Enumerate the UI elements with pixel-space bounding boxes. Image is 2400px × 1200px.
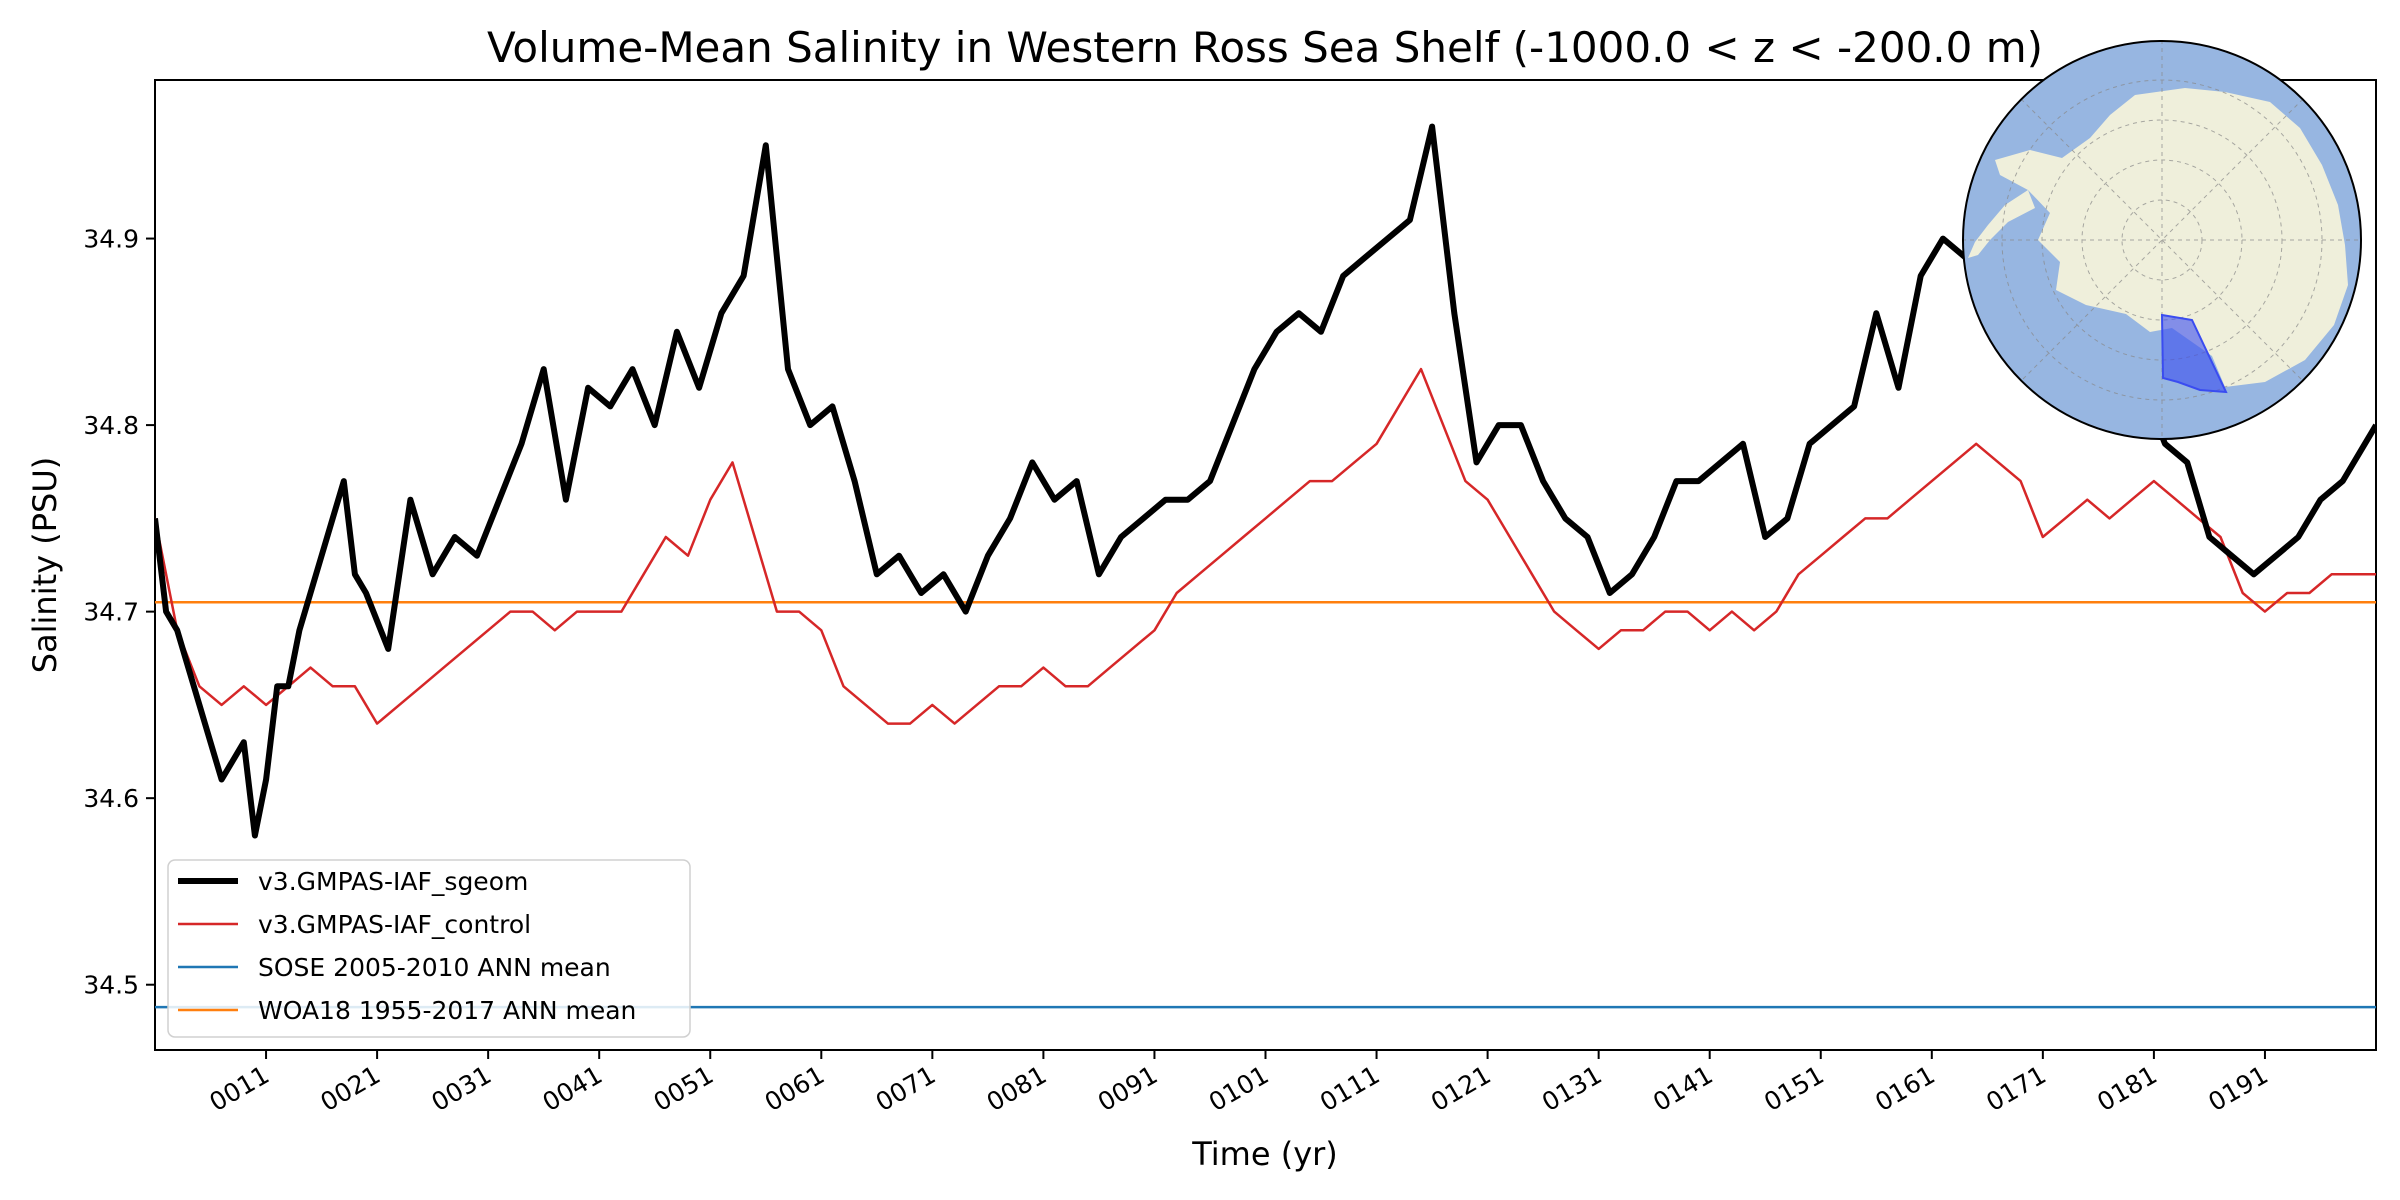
y-tick-label: 34.6: [83, 784, 139, 813]
x-tick-label: 0091: [1093, 1060, 1163, 1117]
legend-box: [167, 859, 691, 1038]
series-line-control: [155, 367, 2376, 725]
antarctic-peninsula: [1968, 190, 2035, 258]
x-tick-label: 0141: [1648, 1060, 1718, 1117]
x-tick-label: 0081: [982, 1060, 1052, 1117]
y-axis-label: Salinity (PSU): [26, 457, 64, 674]
x-axis-label: Time (yr): [1191, 1135, 1338, 1173]
x-tick-label: 0161: [1870, 1060, 1940, 1117]
y-tick-label: 34.8: [83, 411, 139, 440]
x-tick-label: 0041: [538, 1060, 608, 1117]
x-tick-label: 0191: [2203, 1060, 2273, 1117]
antarctica-landmass: [1995, 88, 2348, 387]
x-tick-label: 0151: [1759, 1060, 1829, 1117]
y-tick-label: 34.7: [83, 598, 139, 627]
x-tick-label: 0011: [204, 1060, 274, 1117]
y-tick-label: 34.9: [83, 225, 139, 254]
legend-label-woa18: WOA18 1955-2017 ANN mean: [258, 996, 636, 1025]
legend-label-sose: SOSE 2005-2010 ANN mean: [258, 953, 611, 982]
antarctica-inset-map: [1962, 40, 2362, 440]
x-tick-label: 0051: [649, 1060, 719, 1117]
western-ross-sea-region: [2160, 313, 2228, 394]
x-tick-label: 0071: [871, 1060, 941, 1117]
x-tick-label: 0111: [1315, 1060, 1385, 1117]
x-tick-label: 0031: [427, 1060, 497, 1117]
y-tick-label: 34.5: [83, 971, 139, 1000]
x-tick-label: 0171: [1981, 1060, 2051, 1117]
legend-label-sgeom: v3.GMPAS-IAF_sgeom: [258, 867, 528, 896]
x-tick-label: 0181: [2092, 1060, 2162, 1117]
x-tick-label: 0131: [1537, 1060, 1607, 1117]
chart-title: Volume-Mean Salinity in Western Ross Sea…: [487, 23, 2043, 72]
x-tick-label: 0021: [315, 1060, 385, 1117]
x-tick-label: 0061: [760, 1060, 830, 1117]
map-graticule: [1963, 41, 2361, 439]
x-tick-label: 0101: [1204, 1060, 1274, 1117]
x-tick-label: 0121: [1426, 1060, 1496, 1117]
legend-label-control: v3.GMPAS-IAF_control: [258, 910, 531, 939]
legend: v3.GMPAS-IAF_sgeom v3.GMPAS-IAF_control …: [167, 859, 691, 1038]
map-border: [1962, 40, 2362, 440]
